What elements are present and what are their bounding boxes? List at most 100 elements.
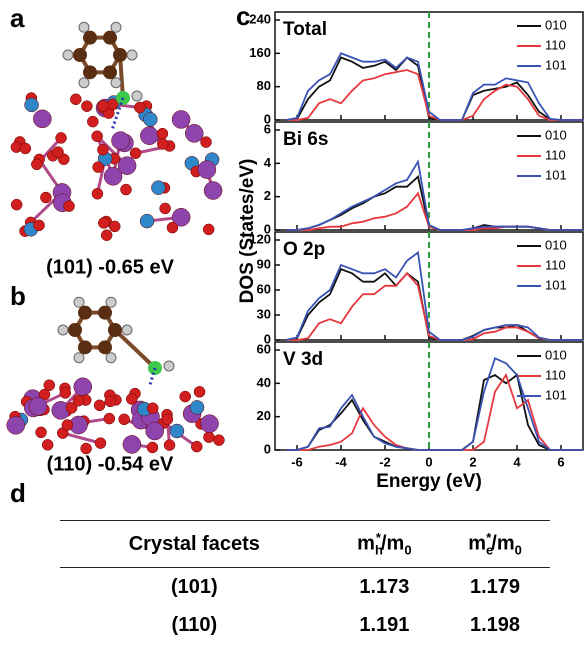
y-tick-label: 30	[257, 306, 271, 321]
legend-label: 110	[545, 147, 566, 162]
atom	[143, 112, 157, 126]
atom	[70, 94, 81, 105]
atom	[113, 48, 127, 62]
header-text: 0	[515, 543, 522, 558]
atom	[213, 435, 224, 446]
atom	[119, 414, 130, 425]
atom	[87, 116, 98, 127]
caption: (101) -0.65 eV	[46, 256, 175, 278]
x-axis-label: Energy (eV)	[376, 471, 482, 492]
atom	[98, 306, 112, 320]
bond	[63, 433, 101, 443]
y-tick-label: 60	[257, 341, 271, 356]
x-tick-label: -4	[335, 454, 347, 469]
atom	[97, 144, 108, 155]
atom	[58, 325, 68, 335]
panel-label: c	[236, 1, 250, 31]
atom	[92, 131, 103, 142]
bond	[115, 330, 155, 368]
header-text: /m	[491, 533, 514, 555]
atom	[74, 378, 92, 396]
panel-label: d	[10, 478, 26, 508]
atom	[123, 435, 141, 453]
atom	[147, 442, 158, 453]
atom	[60, 387, 71, 398]
atom	[127, 50, 137, 60]
panel-label: b	[10, 281, 26, 311]
atom	[56, 132, 67, 143]
atom	[134, 102, 145, 113]
atom	[185, 124, 203, 142]
y-tick-label: 20	[257, 408, 271, 423]
atom	[79, 78, 89, 88]
y-tick-label: 6	[264, 121, 271, 136]
y-tick-label: 2	[264, 188, 271, 203]
atom	[68, 323, 82, 337]
atom	[25, 98, 39, 112]
atom	[7, 416, 25, 434]
dos-line	[286, 177, 583, 230]
atom	[106, 353, 116, 363]
atom	[81, 443, 92, 454]
atom	[132, 91, 142, 101]
atom	[157, 138, 168, 149]
atom	[203, 432, 214, 443]
dos-line	[286, 269, 583, 340]
atom	[53, 147, 64, 158]
y-tick-label: 120	[249, 231, 271, 246]
atom	[191, 441, 202, 452]
atom	[111, 78, 121, 88]
chart-title: V 3d	[283, 349, 323, 370]
legend-label: 101	[545, 277, 567, 292]
header-text: 0	[404, 543, 411, 558]
atom	[162, 414, 173, 425]
x-tick-label: -2	[379, 454, 391, 469]
header-cell: mh*/m0	[329, 521, 440, 568]
atom	[140, 214, 154, 228]
table-cell: 1.191	[329, 606, 440, 644]
atom	[31, 159, 42, 170]
atom	[98, 340, 112, 354]
header-text: m	[357, 533, 375, 555]
atom	[74, 353, 84, 363]
atom	[122, 325, 132, 335]
legend-label: 010	[545, 127, 567, 142]
chart-title: Total	[283, 19, 327, 40]
atom	[167, 222, 178, 233]
legend-label: 101	[545, 57, 567, 72]
y-tick-label: 80	[257, 78, 271, 93]
atom	[33, 110, 51, 128]
y-tick-label: 0	[264, 441, 271, 456]
table-cell: (101)	[60, 568, 329, 607]
legend-label: 010	[545, 17, 567, 32]
atom	[194, 386, 205, 397]
atom	[95, 438, 106, 449]
atom	[74, 297, 84, 307]
header-text: Crystal facets	[129, 533, 260, 555]
atom	[108, 323, 122, 337]
atom	[106, 297, 116, 307]
dos-line	[286, 273, 583, 340]
x-tick-label: 2	[469, 454, 476, 469]
y-tick-label: 60	[257, 281, 271, 296]
y-tick-label: 240	[249, 11, 271, 26]
atom	[79, 22, 89, 32]
atom	[164, 361, 174, 371]
atom	[36, 427, 47, 438]
atom	[190, 400, 204, 414]
atom	[130, 148, 141, 159]
legend-label: 110	[545, 37, 566, 52]
atom	[93, 162, 104, 173]
atom	[104, 413, 115, 424]
y-tick-label: 160	[249, 45, 271, 60]
atom	[101, 230, 112, 241]
atom	[78, 340, 92, 354]
x-tick-label: -6	[291, 454, 303, 469]
atom	[63, 50, 73, 60]
panel-label: a	[10, 3, 25, 33]
atom	[34, 220, 45, 231]
dos-line	[286, 193, 583, 230]
